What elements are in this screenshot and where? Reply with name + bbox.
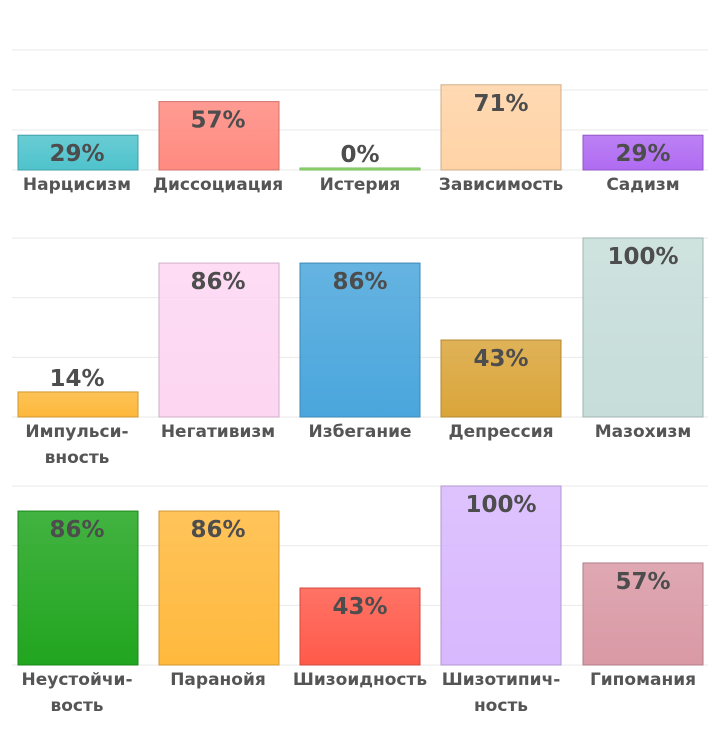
value-label: 43% bbox=[332, 594, 387, 620]
category-label: Мазохизм bbox=[595, 422, 692, 442]
chart-panel-3: 86% Неустойчи-вость 86% Паранойя 43% Шизоидно… bbox=[12, 485, 708, 716]
category-label: Негативизм bbox=[161, 422, 275, 442]
value-label: 0% bbox=[340, 142, 379, 168]
category-label: Садизм bbox=[606, 175, 679, 195]
bar bbox=[440, 485, 562, 666]
chart-panel-1: 29% Нарцисизм 57% Диссоциация 0% Истерия 71% За… bbox=[12, 49, 708, 195]
value-label: 57% bbox=[615, 569, 670, 595]
value-label: 14% bbox=[49, 366, 104, 392]
bar bbox=[158, 101, 280, 171]
category-label: Истерия bbox=[320, 175, 401, 195]
category-label: Диссоциация bbox=[153, 175, 283, 195]
category-label: Паранойя bbox=[170, 670, 266, 690]
value-label: 29% bbox=[615, 141, 670, 167]
bar bbox=[17, 134, 139, 171]
category-label: ность bbox=[474, 696, 528, 716]
category-label: Избегание bbox=[308, 422, 411, 442]
bar bbox=[299, 262, 421, 418]
value-label: 29% bbox=[49, 141, 104, 167]
category-label: Депрессия bbox=[448, 422, 553, 442]
chart-panel-2: 14% Импульси-вность 86% Негативизм 86% Избега… bbox=[12, 237, 708, 468]
value-label: 86% bbox=[332, 269, 387, 295]
value-label: 71% bbox=[473, 91, 528, 117]
bar bbox=[299, 167, 421, 171]
bar bbox=[158, 262, 280, 418]
category-label: Шизотипич- bbox=[442, 670, 561, 690]
bar bbox=[440, 339, 562, 418]
category-label: Неустойчи- bbox=[22, 670, 133, 690]
value-label: 43% bbox=[473, 346, 528, 372]
bar bbox=[17, 391, 139, 418]
value-label: 86% bbox=[190, 269, 245, 295]
value-label: 57% bbox=[190, 108, 245, 134]
bar bbox=[582, 562, 704, 666]
bar bbox=[17, 510, 139, 666]
value-label: 86% bbox=[190, 517, 245, 543]
category-label: Нарцисизм bbox=[23, 175, 131, 195]
bar bbox=[440, 84, 562, 171]
bar bbox=[158, 510, 280, 666]
value-label: 86% bbox=[49, 517, 104, 543]
category-label: Импульси- bbox=[25, 422, 128, 442]
category-label: Шизоидность bbox=[293, 670, 427, 690]
bar bbox=[299, 587, 421, 666]
value-label: 100% bbox=[465, 492, 536, 518]
category-label: Гипомания bbox=[590, 670, 696, 690]
bar bbox=[582, 134, 704, 171]
category-label: Зависимость bbox=[439, 175, 563, 195]
category-label: вость bbox=[50, 696, 103, 716]
bar bbox=[582, 237, 704, 418]
category-label: вность bbox=[45, 448, 110, 468]
value-label: 100% bbox=[607, 244, 678, 270]
